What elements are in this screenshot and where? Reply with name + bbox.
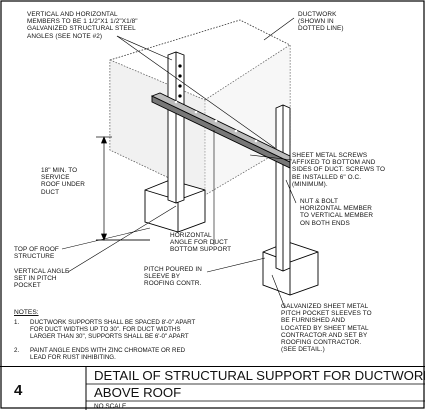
detail-title-line-2: ABOVE ROOF [94,385,181,400]
label-nut-bolt: NUT & BOLT HORIZONTAL MEMBER TO VERTICAL… [300,198,373,227]
note-2-text: PAINT ANGLE ENDS WITH ZINC CHROMATE OR R… [30,347,185,361]
detail-number: 4 [14,382,22,399]
detail-title-line-1: DETAIL OF STRUCTURAL SUPPORT FOR DUCTWOR… [94,368,425,383]
note-1-number: 1. [14,319,19,326]
note-1-text: DUCTWORK SUPPORTS SHALL BE SPACED 8'-0" … [30,319,195,340]
label-ductwork: DUCTWORK (SHOWN IN DOTTED LINE) [298,11,344,33]
left-vertical-angle [168,52,184,203]
label-sheet-metal-screws: SHEET METAL SCREWS AFFIXED TO BOTTOM AND… [292,152,385,188]
right-pitch-pocket [263,242,318,295]
label-min-clearance: 18" MIN. TO SERVICE ROOF UNDER DUCT [41,167,85,196]
label-horizontal-angle: HORIZONTAL ANGLE FOR DUCT BOTTOM SUPPORT [170,232,231,254]
notes-heading: NOTES: [14,309,39,316]
label-vertical-angle: VERTICAL ANGLE SET IN PITCH POCKET [14,268,69,290]
label-top-of-roof: TOP OF ROOF STRUCTURE [14,246,59,260]
label-pitch-poured: PITCH POURED IN SLEEVE BY ROOFING CONTR. [144,266,202,288]
duct-side-shade [110,60,205,195]
right-vertical-angle [276,105,290,271]
label-pitch-pocket: GALVANIZED SHEET METAL PITCH POCKET SLEE… [281,303,372,353]
label-steel-angles: VERTICAL AND HORIZONTAL MEMBERS TO BE 1 … [27,11,138,40]
note-2-number: 2. [14,347,19,354]
